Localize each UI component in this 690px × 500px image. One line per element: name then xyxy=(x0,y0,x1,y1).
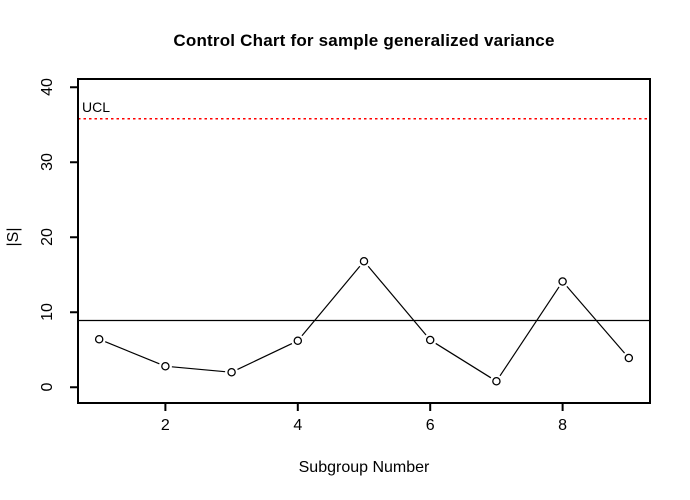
data-point xyxy=(624,353,634,363)
x-tick-label: 8 xyxy=(558,417,568,434)
data-point xyxy=(425,335,435,345)
series-line-segment xyxy=(435,342,492,379)
y-tick-label: 30 xyxy=(39,153,56,172)
x-tick-label: 4 xyxy=(293,417,303,434)
data-point xyxy=(359,256,369,266)
plot-border xyxy=(77,78,651,404)
data-point xyxy=(161,361,170,371)
chart-title: Control Chart for sample generalized var… xyxy=(173,31,555,50)
series-line-segment xyxy=(499,286,560,377)
data-point xyxy=(492,376,501,386)
x-tick-label: 6 xyxy=(425,417,435,434)
x-tick-label: 2 xyxy=(160,417,170,434)
series-line-segment xyxy=(566,286,626,354)
series-line-segment xyxy=(367,265,427,336)
data-point xyxy=(94,334,104,344)
ucl-line-label: UCL xyxy=(82,99,111,115)
series-line-segment xyxy=(237,343,293,370)
y-tick-label: 10 xyxy=(39,303,56,322)
series-line-segment xyxy=(171,366,226,373)
data-point xyxy=(227,367,236,377)
x-axis-label: Subgroup Number xyxy=(298,459,430,476)
data-point xyxy=(558,277,567,286)
series-line-segment xyxy=(104,341,160,365)
series-line-segment xyxy=(301,265,361,337)
y-axis-label: |S| xyxy=(5,227,22,247)
data-point xyxy=(293,336,303,345)
y-tick-label: 20 xyxy=(39,228,56,247)
y-tick-label: 40 xyxy=(39,78,56,97)
y-tick-label: 0 xyxy=(39,382,56,392)
